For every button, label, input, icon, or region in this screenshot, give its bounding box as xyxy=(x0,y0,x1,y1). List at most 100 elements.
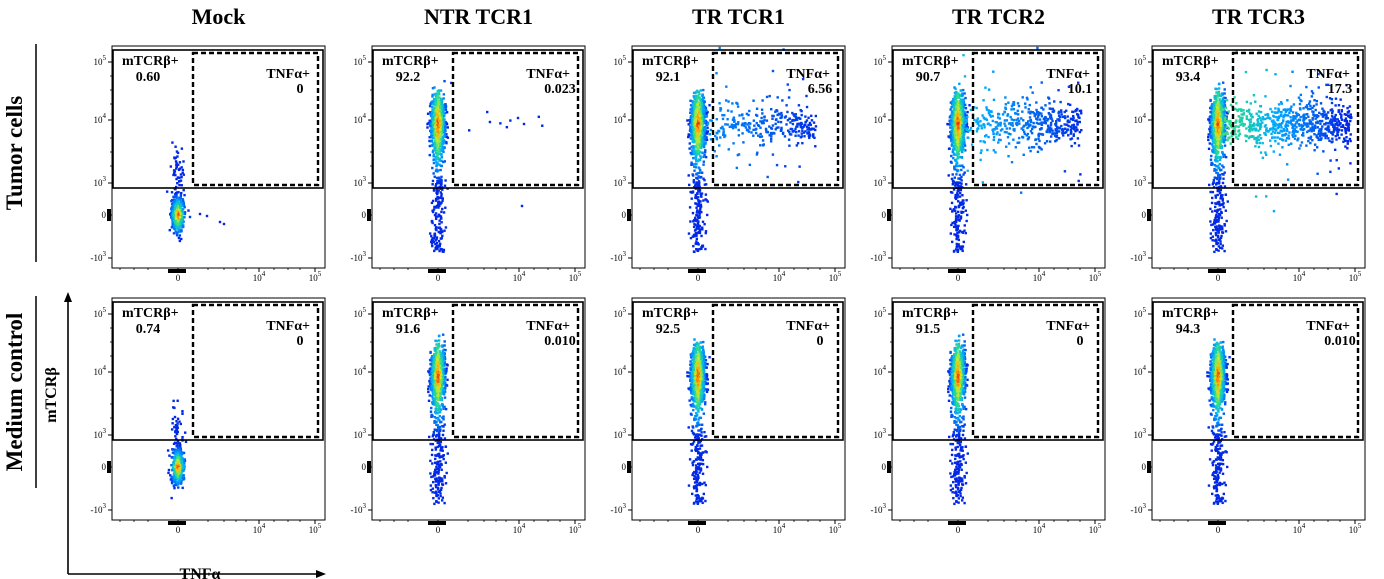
event-dot xyxy=(693,115,697,118)
event-dot xyxy=(434,110,437,113)
event-dot xyxy=(433,249,436,253)
event-dot xyxy=(952,180,956,183)
event-dot xyxy=(1044,104,1047,107)
event-dot xyxy=(691,211,695,215)
event-dot xyxy=(694,216,697,220)
event-dot xyxy=(1040,132,1043,136)
x-tick-label: 0 xyxy=(956,273,961,283)
event-dot xyxy=(980,127,984,130)
event-dot xyxy=(958,150,961,153)
event-dot xyxy=(1021,110,1024,113)
event-dot xyxy=(737,134,741,137)
event-dot xyxy=(752,119,756,122)
event-dot xyxy=(947,174,950,177)
event-dot xyxy=(1063,110,1066,114)
panel-frame xyxy=(371,45,586,269)
event-dot xyxy=(436,215,439,218)
mtcrb-gate-label: mTCRβ+ xyxy=(642,54,699,69)
event-dot xyxy=(736,153,740,157)
event-dot xyxy=(955,168,958,172)
event-dot xyxy=(441,207,444,211)
event-dot xyxy=(962,199,965,202)
event-dot xyxy=(436,123,439,127)
event-dot xyxy=(436,152,439,155)
event-dot xyxy=(702,141,706,145)
event-dot xyxy=(178,214,181,217)
event-dot xyxy=(1066,128,1070,131)
event-dot xyxy=(992,149,996,152)
event-dot xyxy=(764,128,768,132)
event-dot xyxy=(1045,130,1048,133)
event-dot xyxy=(1054,120,1058,123)
event-dot xyxy=(1213,218,1216,222)
event-dot xyxy=(434,92,437,96)
event-dot xyxy=(696,183,700,187)
event-dot xyxy=(1021,135,1024,139)
event-dot xyxy=(1064,127,1067,131)
event-dot xyxy=(439,202,442,206)
event-dot xyxy=(1054,140,1057,143)
event-dot xyxy=(961,145,965,149)
event-dot xyxy=(808,133,811,136)
event-dot xyxy=(957,224,960,228)
event-dot xyxy=(698,158,702,161)
event-dot xyxy=(769,137,773,141)
event-dot xyxy=(779,129,783,133)
event-dot xyxy=(441,249,444,253)
event-dot xyxy=(435,137,439,141)
panel-frame xyxy=(891,45,1106,269)
event-dot xyxy=(689,190,692,194)
event-dot xyxy=(953,142,957,145)
event-dot xyxy=(791,130,794,133)
event-dot xyxy=(692,152,695,156)
event-dot xyxy=(1075,113,1079,116)
event-dot xyxy=(796,124,799,127)
event-dot xyxy=(1017,113,1020,116)
event-dot xyxy=(698,171,701,175)
event-dot xyxy=(182,160,185,163)
event-dot xyxy=(436,247,439,251)
event-dot xyxy=(431,105,434,109)
event-dot xyxy=(949,137,953,140)
y-tick-label: -103 xyxy=(1131,250,1147,263)
event-dot xyxy=(956,164,960,168)
event-dot xyxy=(431,87,435,90)
event-dot xyxy=(435,168,438,171)
event-dot xyxy=(1063,170,1067,173)
tnfa-gate xyxy=(711,51,840,187)
event-dot xyxy=(699,194,703,197)
event-dot xyxy=(700,126,704,129)
event-dot xyxy=(695,89,699,93)
event-dot xyxy=(715,136,718,139)
event-dot xyxy=(801,77,805,81)
event-dot xyxy=(429,123,433,126)
event-dot xyxy=(1057,114,1061,117)
event-dot xyxy=(429,131,433,134)
event-dot xyxy=(444,206,447,209)
event-dot xyxy=(440,104,443,107)
event-dot xyxy=(963,171,966,174)
event-dot xyxy=(718,46,721,50)
event-dot xyxy=(950,139,953,143)
event-dot xyxy=(700,135,703,138)
event-dot xyxy=(1055,125,1059,129)
column-title: Mock xyxy=(192,4,247,29)
event-dot xyxy=(759,135,762,139)
event-dot xyxy=(443,184,447,187)
event-dot xyxy=(178,239,182,243)
event-dot xyxy=(697,216,701,220)
event-dot xyxy=(1012,101,1015,104)
event-dot xyxy=(698,132,702,135)
event-dot xyxy=(953,176,956,179)
event-dot xyxy=(956,132,959,135)
event-dot xyxy=(694,196,698,199)
event-dot xyxy=(689,128,693,132)
event-dot xyxy=(694,155,697,159)
y-tick-label: 103 xyxy=(874,175,887,188)
event-dot xyxy=(1027,125,1031,128)
event-dot xyxy=(976,117,980,120)
event-dot xyxy=(695,176,698,180)
event-dot xyxy=(689,99,692,102)
event-dot xyxy=(442,106,446,110)
event-dot xyxy=(963,75,967,78)
